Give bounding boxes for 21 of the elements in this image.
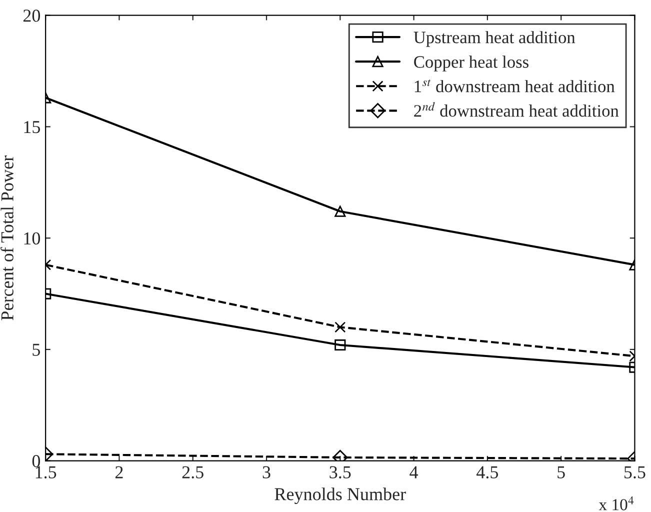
y-tick-label: 15 (24, 121, 40, 134)
y-tick-label: 5 (32, 344, 40, 356)
x-tick-label: 4.5 (476, 466, 498, 478)
y-tick-label: 10 (24, 232, 40, 245)
x-tick-label: 5.5 (624, 466, 646, 478)
x-tick-label: 5 (558, 466, 565, 478)
x-tick-label: 1.5 (36, 466, 56, 478)
y-tick-label: 0 (32, 455, 40, 468)
x-tick-label: 2 (115, 466, 123, 478)
x-tick-label: 3.5 (330, 466, 351, 478)
legend-label: Upstream heat addition (414, 31, 576, 47)
x-tick-label: 4 (410, 466, 418, 478)
legend-label: 2$^{nd}$ downstream heat addition (414, 102, 619, 117)
y-axis-title: Percent of Total Power (0, 156, 14, 320)
legend-label: Copper heat loss (414, 56, 528, 72)
legend-label: 1$^{st}$ downstream heat addition (414, 79, 615, 92)
x-tick-label: 3 (262, 466, 270, 478)
x-tick-label: 2.5 (182, 466, 204, 478)
y-tick-label: 20 (23, 10, 40, 22)
x-axis-title: Reynolds Number (274, 488, 406, 504)
text: x 10$^{4}$ (598, 496, 634, 510)
